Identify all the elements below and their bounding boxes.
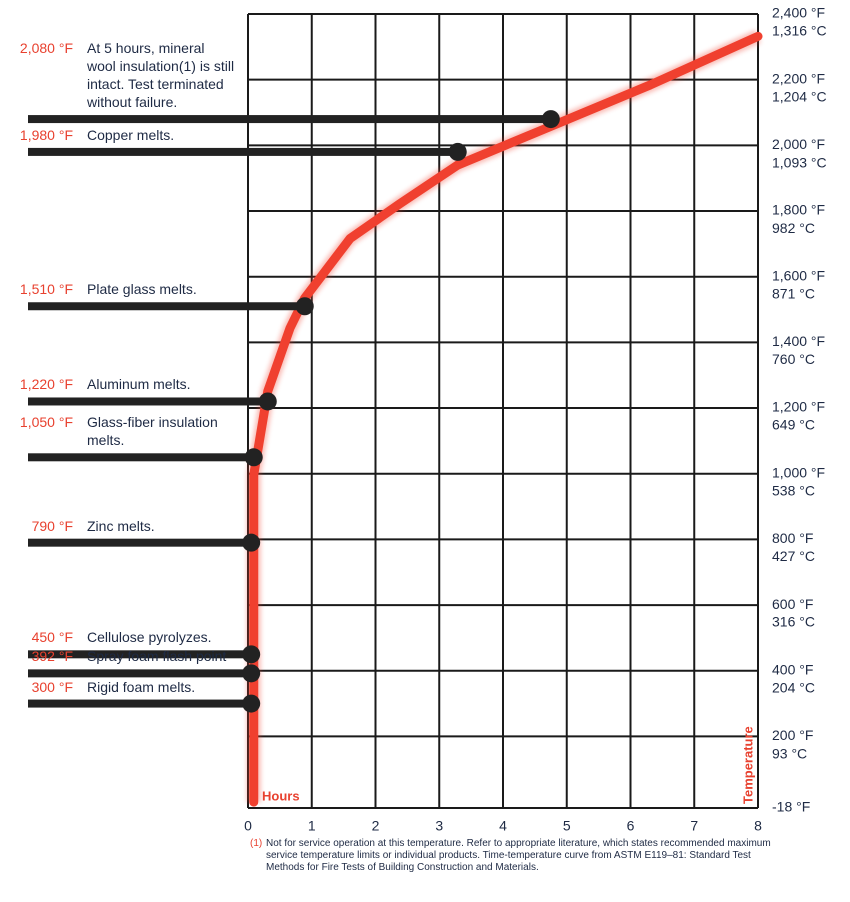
event-label: 450 °F Cellulose pyrolyzes. [0, 628, 240, 646]
y-tick-label: 2,000 °F [772, 136, 825, 152]
event-text: Zinc melts. [87, 517, 155, 534]
event-bar [28, 302, 305, 311]
event-temperature: 1,220 °F [19, 376, 73, 393]
x-tick-label: 7 [690, 818, 698, 834]
event-text: Copper melts. [87, 126, 175, 143]
y-tick-label: 1,800 °F [772, 202, 825, 218]
event-marker [448, 142, 467, 161]
y2-tick-label: 1,316 °C [772, 22, 827, 38]
y2-tick-label: 93 °C [772, 745, 807, 761]
event-temperature: 1,510 °F [19, 281, 73, 298]
event-bar [28, 669, 252, 678]
event-temperature: 392 °F [31, 648, 73, 665]
event-temperature: 450 °F [31, 629, 73, 646]
event-temperature: 1,050 °F [19, 414, 73, 431]
x-tick-label: 2 [372, 818, 380, 834]
y-tick-label: 1,400 °F [772, 333, 825, 349]
event-bar [28, 115, 551, 124]
x-tick-label: 3 [435, 818, 443, 834]
curve [249, 31, 763, 807]
y2-tick-label: 760 °C [772, 351, 815, 367]
event-bar [28, 147, 458, 156]
event-label: 2,080 °F At 5 hours, mineral wool insulat… [0, 39, 240, 111]
x-tick-label: 4 [499, 818, 507, 834]
footnote-text: Not for service operation at this temper… [266, 838, 771, 873]
y2-tick-label: 982 °C [772, 220, 815, 236]
y-tick-label: 2,200 °F [772, 70, 825, 86]
event-bar [28, 699, 252, 708]
y2-tick-label: 538 °C [772, 482, 815, 498]
footnote-marker: (1) [250, 838, 263, 849]
event-bar [28, 650, 252, 659]
event-bar [28, 538, 252, 547]
event-label: 1,510 °F Plate glass melts. [0, 280, 240, 298]
y2-tick-label: 427 °C [772, 548, 815, 564]
y-tick-label: 1,200 °F [772, 399, 825, 415]
event-marker [295, 297, 314, 316]
event-text: Spray foam flash point [87, 648, 227, 665]
event-marker [242, 694, 261, 713]
event-marker [242, 645, 261, 664]
y2-tick-label: 649 °C [772, 417, 815, 433]
y-tick-label: 400 °F [772, 661, 813, 677]
event-bar [28, 397, 268, 406]
x-tick-label: 6 [627, 818, 635, 834]
event-label: 1,050 °F Glass-fiber insulation melts. [0, 413, 240, 449]
y2-tick-label: 316 °C [772, 614, 815, 630]
y-tick-label: 600 °F [772, 596, 813, 612]
event-text: Plate glass melts. [87, 281, 197, 298]
event-marker [258, 392, 277, 411]
event-label: 1,220 °F Aluminum melts. [0, 375, 240, 393]
event-label: 790 °F Zinc melts. [0, 517, 240, 535]
event-temperature: 1,980 °F [19, 126, 73, 143]
event-bar [28, 453, 254, 462]
y-tick-label: 800 °F [772, 530, 813, 546]
event-label: 1,980 °F Copper melts. [0, 126, 240, 144]
event-text: Aluminum melts. [87, 376, 191, 393]
event-marker [242, 664, 261, 683]
y2-tick-label: 871 °C [772, 285, 815, 301]
event-label: 392 °F Spray foam flash point [0, 647, 240, 665]
x-tick-label: 0 [244, 818, 252, 834]
y-tick-label: 1,600 °F [772, 267, 825, 283]
event-text: At 5 hours, mineral wool insulation(1) i… [87, 40, 235, 111]
event-marker [244, 448, 263, 467]
event-temperature: 2,080 °F [19, 40, 73, 57]
y-tick-label: 1,000 °F [772, 464, 825, 480]
y2-tick-label: 1,093 °C [772, 154, 827, 170]
event-text: Cellulose pyrolyzes. [87, 629, 212, 646]
x-tick-label: 8 [754, 818, 762, 834]
x-tick-label: 5 [563, 818, 571, 834]
event-text: Rigid foam melts. [87, 678, 196, 695]
event-marker [242, 533, 261, 552]
y2-tick-label: 204 °C [772, 680, 815, 696]
y2-tick-label: 1,204 °C [772, 89, 827, 105]
event-text: Glass-fiber insulation melts. [87, 414, 218, 449]
event-temperature: 790 °F [31, 517, 73, 534]
event-temperature: 300 °F [31, 678, 73, 695]
y-tick-label: -18 °F [772, 799, 810, 815]
x-axis-label: Hours [262, 788, 300, 803]
y-axis-label: Temperature [740, 726, 755, 804]
event-marker [541, 110, 560, 129]
event-label: 300 °F Rigid foam melts. [0, 678, 240, 696]
y-tick-label: 200 °F [772, 727, 813, 743]
y-tick-label: 2,400 °F [772, 5, 825, 21]
footnote: (1) Not for service operation at this te… [250, 838, 790, 874]
x-tick-label: 1 [308, 818, 316, 834]
